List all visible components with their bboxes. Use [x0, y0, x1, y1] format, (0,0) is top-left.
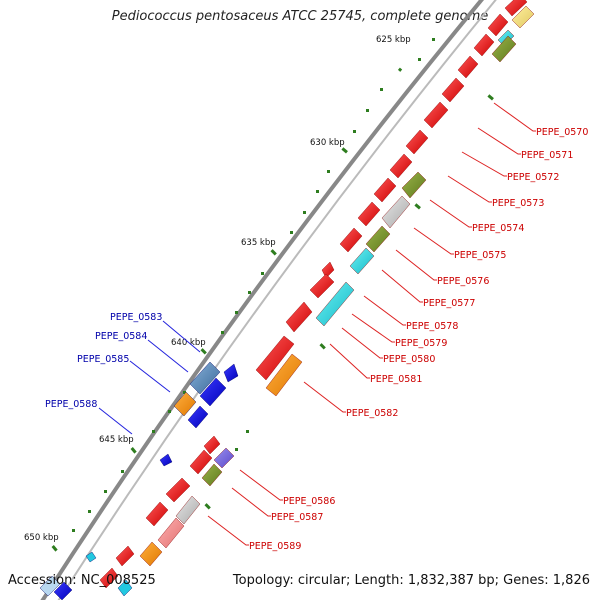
gene-arrow — [321, 261, 335, 279]
topology-text: Topology: circular; Length: 1,832,387 bp… — [232, 573, 590, 588]
gene-label: PEPE_0577 — [423, 298, 475, 309]
reverse-genes — [39, 361, 239, 600]
gene-arrow — [373, 177, 397, 203]
gene-label: PEPE_0571 — [521, 150, 573, 161]
gene-arrow — [189, 449, 213, 475]
tick-label-625: 625 kbp — [376, 35, 411, 45]
gene-arrow — [199, 377, 227, 407]
gene-label: PEPE_0580 — [383, 354, 435, 365]
gene-label: PEPE_0572 — [507, 172, 559, 183]
accession-text: Accession: NC_008525 — [8, 573, 156, 588]
gene-arrow — [99, 567, 119, 589]
gene-arrow — [487, 13, 509, 37]
tick-label-635: 635 kbp — [241, 238, 276, 248]
gene-arrow — [187, 405, 209, 429]
gene-arrow — [117, 579, 133, 597]
gene-arrow — [165, 477, 191, 503]
gene-block-olive — [201, 463, 223, 487]
gene-label: PEPE_0584 — [95, 331, 147, 342]
tick-label-650: 650 kbp — [24, 533, 59, 543]
gene-label: PEPE_0582 — [346, 408, 398, 419]
gene-arrow — [115, 545, 135, 567]
gene-arrow — [285, 301, 313, 333]
gene-arrow — [309, 273, 335, 299]
tick-label-645: 645 kbp — [99, 435, 134, 445]
tick-labels: 625 kbp 630 kbp 635 kbp 640 kbp 645 kbp … — [24, 35, 411, 543]
gene-block-pink — [157, 517, 185, 549]
gene-arrow — [389, 153, 413, 179]
gene-block-olive — [401, 171, 427, 199]
gene-block-orange — [173, 391, 197, 417]
gene-arrow — [85, 551, 97, 563]
gene-label: PEPE_0576 — [437, 276, 489, 287]
genome-backbone — [40, 0, 485, 600]
label-leaders-left — [98, 320, 201, 435]
gene-label: PEPE_0586 — [283, 496, 335, 507]
forward-genes — [99, 0, 535, 589]
tick-dots — [51, 38, 494, 552]
tick-label-640: 640 kbp — [171, 338, 206, 348]
gene-arrow — [504, 0, 528, 17]
gene-label: PEPE_0587 — [271, 512, 323, 523]
tick-label-630: 630 kbp — [310, 138, 345, 148]
gene-arrow — [423, 101, 449, 129]
gene-label: PEPE_0575 — [454, 250, 506, 261]
gene-label: PEPE_0581 — [370, 374, 422, 385]
gene-block-gray — [381, 195, 411, 229]
gene-arrow — [39, 575, 61, 597]
gene-labels-right: PEPE_0570 PEPE_0571 PEPE_0572 PEPE_0573 … — [249, 127, 588, 552]
gene-block-cyan — [349, 247, 375, 275]
gene-block-purple — [213, 447, 235, 469]
gene-arrow — [473, 33, 495, 57]
genome-backbone-inner — [57, 0, 497, 600]
gene-block-orange — [139, 541, 163, 567]
gene-arrow — [357, 201, 381, 227]
gene-label: PEPE_0573 — [492, 198, 544, 209]
gene-arrow — [405, 129, 429, 155]
gene-block-olive — [491, 35, 517, 63]
gene-block-olive — [365, 225, 391, 253]
gene-label: PEPE_0583 — [110, 312, 162, 323]
gene-arrow — [203, 435, 221, 455]
gene-arrow — [223, 363, 239, 383]
gene-arrow — [457, 55, 479, 79]
gene-arrow — [53, 581, 73, 600]
gene-label: PEPE_0588 — [45, 399, 97, 410]
gene-arrow — [145, 501, 169, 527]
gene-block-cyan — [315, 281, 355, 327]
gene-labels-left: PEPE_0583 PEPE_0584 PEPE_0585 PEPE_0588 — [45, 312, 162, 410]
gene-arrow — [441, 77, 465, 103]
gene-arrow — [159, 453, 173, 467]
gene-arrow — [339, 227, 363, 253]
gene-arrow — [255, 335, 295, 381]
map-title: Pediococcus pentosaceus ATCC 25745, comp… — [111, 9, 489, 24]
gene-block-steel — [189, 361, 221, 395]
gene-label: PEPE_0570 — [536, 127, 588, 138]
gene-block-gray — [175, 495, 201, 525]
gene-label: PEPE_0579 — [395, 338, 447, 349]
gene-label: PEPE_0589 — [249, 541, 301, 552]
gene-label: PEPE_0574 — [472, 223, 524, 234]
gene-label: PEPE_0585 — [77, 354, 129, 365]
gene-block-orange — [265, 353, 303, 397]
label-leaders-right — [207, 102, 536, 546]
gene-label: PEPE_0578 — [406, 321, 458, 332]
gene-block-yellow — [511, 5, 535, 29]
